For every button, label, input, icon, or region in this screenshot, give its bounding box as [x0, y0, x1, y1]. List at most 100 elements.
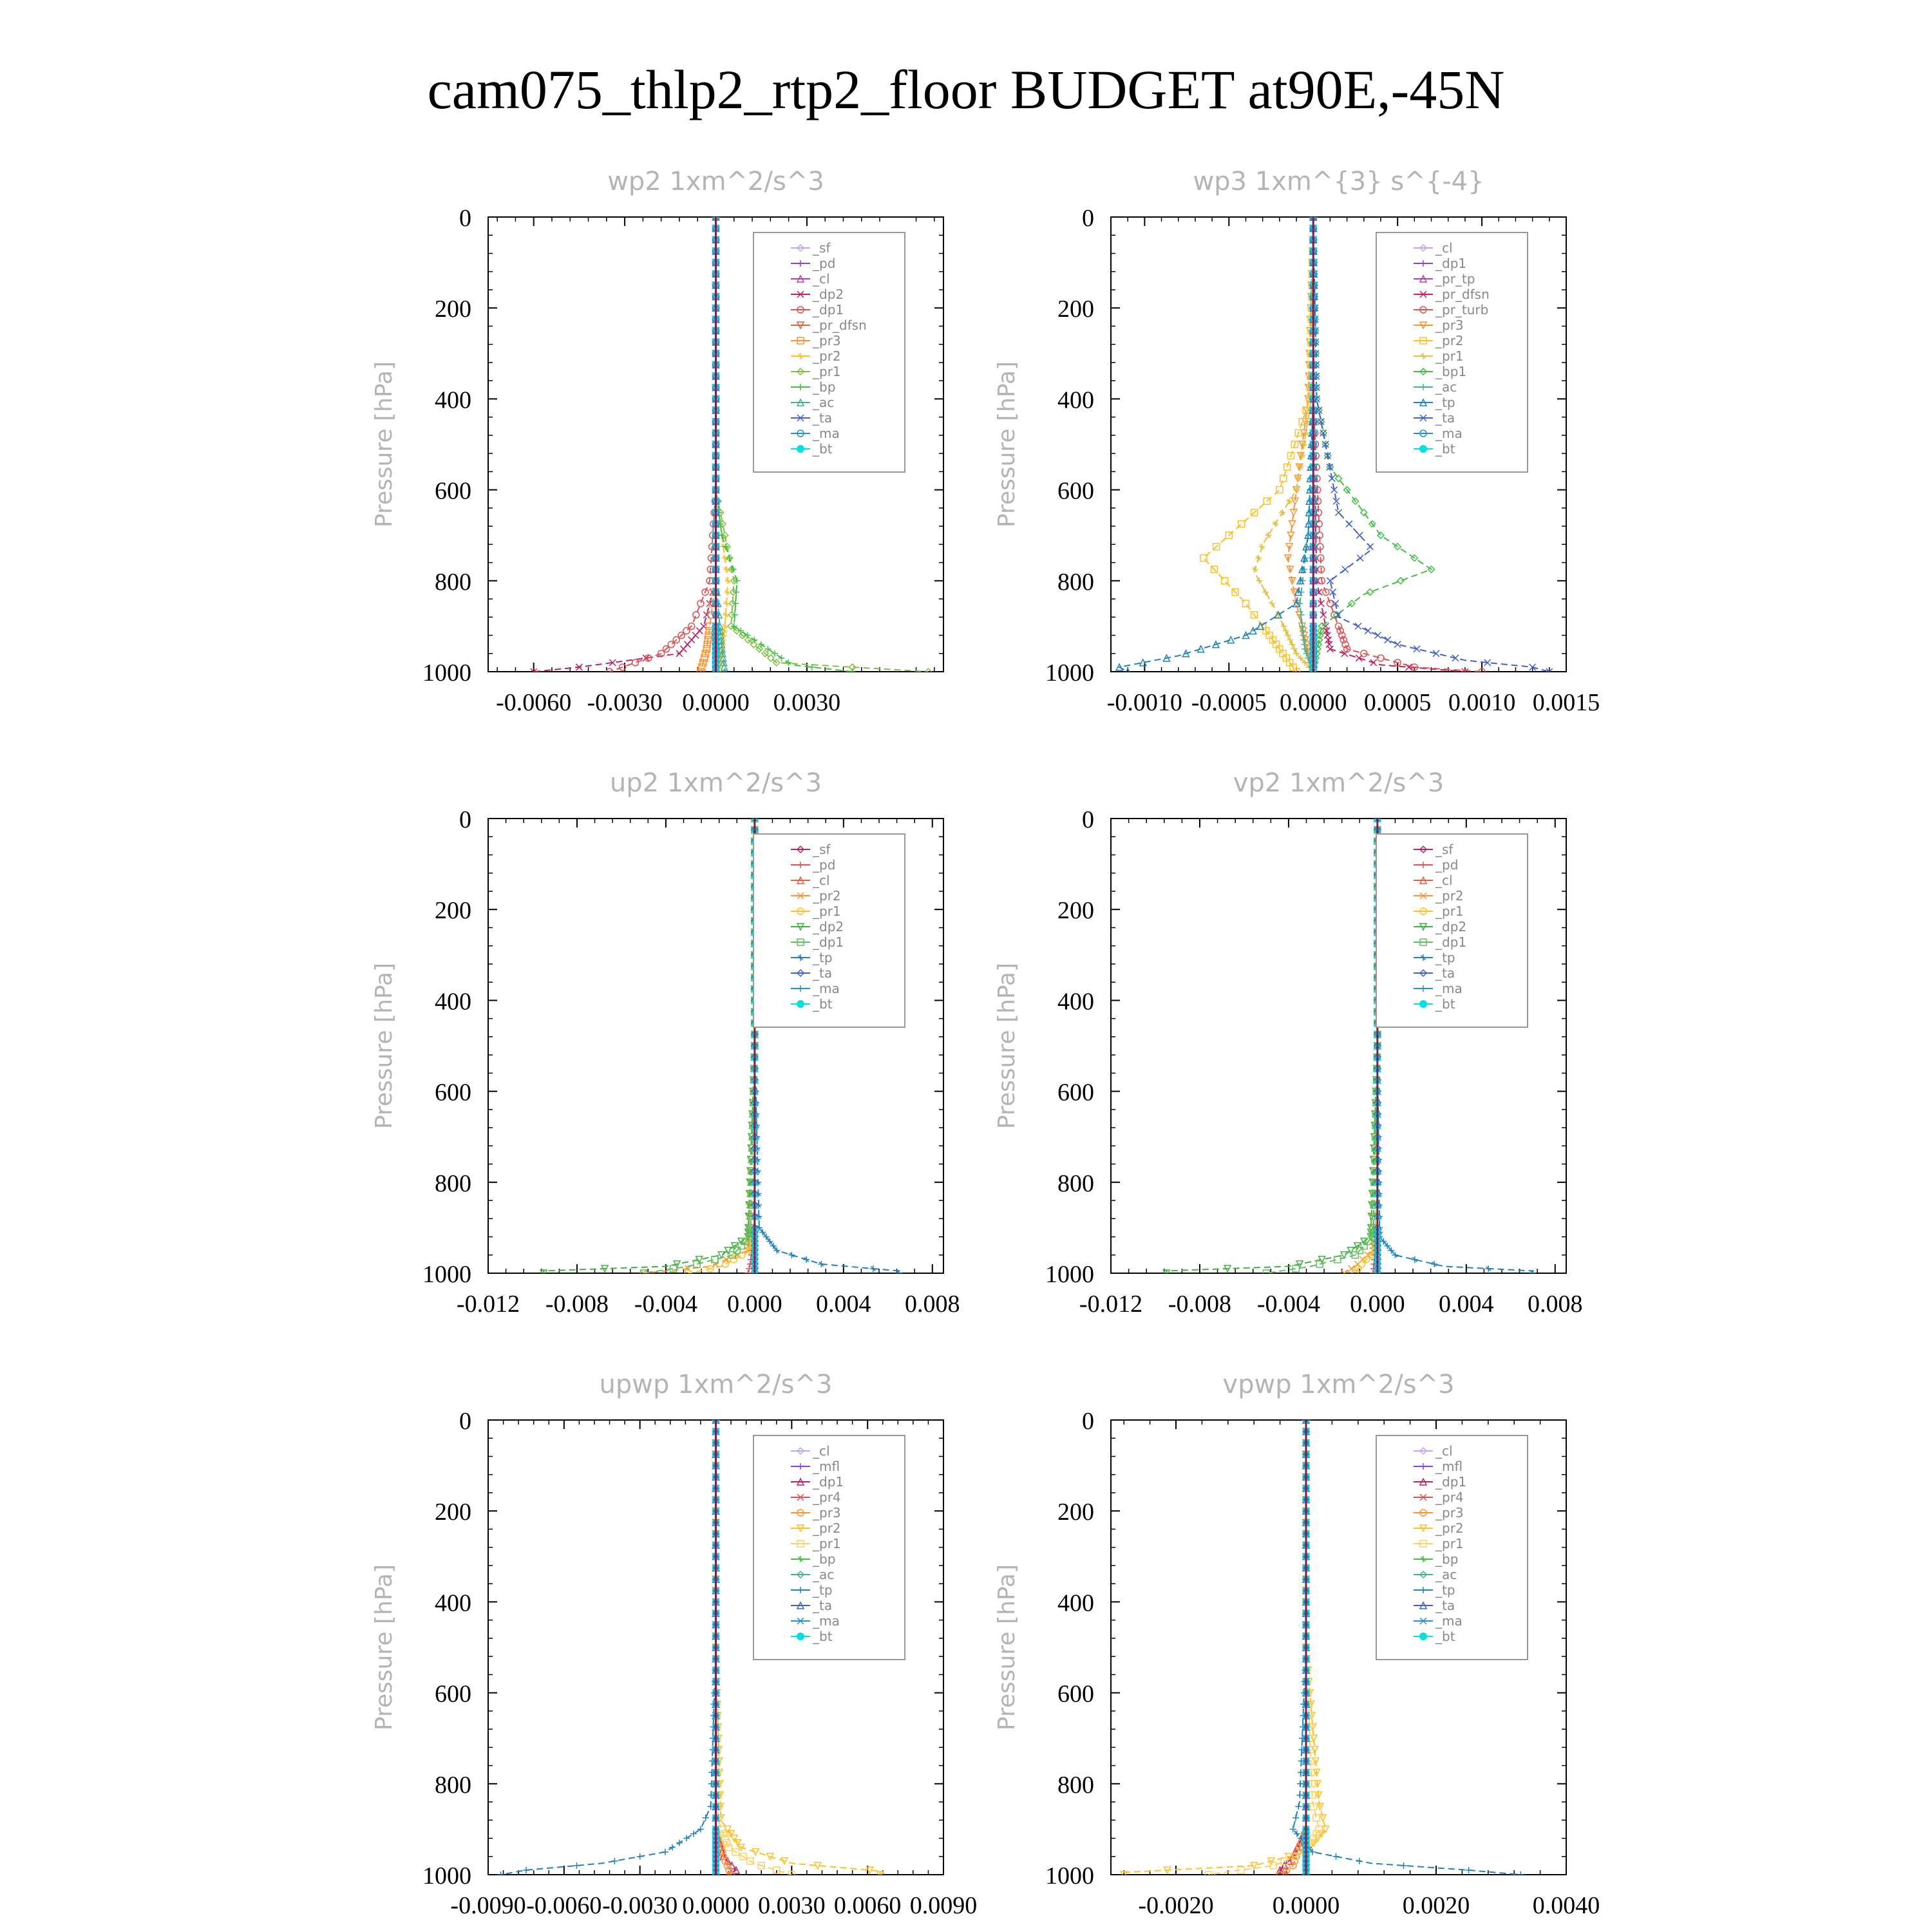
series-marker — [849, 668, 856, 672]
series-marker — [725, 1866, 733, 1874]
legend-entry: _pr1 — [791, 364, 841, 379]
series-marker — [759, 1229, 766, 1236]
series-marker — [695, 1256, 703, 1264]
legend-label: _dp2 — [812, 919, 844, 934]
series-marker — [1310, 1834, 1318, 1842]
series-marker — [717, 520, 724, 527]
legend-entry: _dp1 — [1414, 256, 1466, 271]
legend-label: _ac — [1435, 1567, 1457, 1582]
series-marker — [1336, 627, 1344, 635]
series-marker — [1237, 1866, 1245, 1874]
panel-title: wp3 1xm^{3} s^{-4} — [1193, 167, 1484, 196]
series-marker — [1163, 1866, 1171, 1875]
series-marker — [1332, 1853, 1340, 1860]
series-marker — [1289, 1826, 1296, 1833]
series-marker — [1212, 543, 1220, 551]
series-marker — [708, 1792, 715, 1799]
legend-entry: _pr4 — [791, 1490, 841, 1505]
legend-marker — [1419, 923, 1428, 931]
legend-label: _ac — [812, 395, 834, 410]
series-marker — [1351, 1269, 1359, 1273]
x-tick-label: -0.0090 — [450, 1892, 526, 1919]
series-line — [1312, 217, 1433, 672]
legend-entry: _sf — [791, 842, 831, 857]
series-marker — [1267, 1857, 1276, 1866]
series-marker — [1432, 650, 1440, 658]
series-marker — [1298, 611, 1305, 618]
series-marker — [1320, 429, 1327, 437]
legend-entry: _bt — [1414, 441, 1455, 457]
legend-entry: _pr1 — [1414, 1536, 1464, 1551]
legend-marker — [796, 876, 805, 884]
series-marker — [1250, 611, 1258, 619]
legend-marker — [1419, 876, 1428, 884]
legend-marker — [1419, 398, 1428, 406]
legend-box — [753, 833, 905, 1028]
series-marker — [1276, 1866, 1284, 1874]
legend-label: _dp1 — [1435, 256, 1466, 271]
series-marker — [728, 611, 736, 619]
series-marker — [1283, 463, 1291, 471]
legend-entry: _pr_turb — [1414, 302, 1488, 317]
legend-label: _mfl — [1435, 1459, 1463, 1474]
legend-label: _ma — [812, 981, 840, 996]
legend-marker — [1419, 243, 1428, 252]
legend-label: _bt — [812, 1629, 833, 1644]
legend-label: _dp2 — [812, 287, 844, 302]
series-marker — [719, 1830, 728, 1838]
legend-entry: _dp2 — [791, 919, 844, 934]
series-marker — [676, 1839, 683, 1846]
legend-label: _pd — [1435, 857, 1458, 873]
legend-label: _pr2 — [812, 348, 841, 364]
series-marker — [1326, 463, 1334, 471]
legend-marker — [1419, 845, 1428, 854]
panel-upwp: upwp 1xm^2/s^3 Pressure [hPa] 0 200 400 600 80… — [371, 1370, 977, 1919]
series-marker — [1284, 1853, 1293, 1861]
legend-entry: _pr2 — [791, 888, 841, 904]
series-marker — [697, 668, 705, 672]
series-marker — [1200, 554, 1208, 562]
series-marker — [540, 1269, 548, 1273]
legend-entry: _pr1 — [791, 1536, 841, 1551]
series-marker — [497, 1871, 504, 1875]
legend-entry: _cl — [791, 271, 830, 287]
legend-label: _pr1 — [812, 904, 841, 919]
series-marker — [1305, 508, 1313, 516]
legend-marker — [1419, 1540, 1427, 1548]
legend-marker — [796, 1446, 805, 1455]
legend-label: _dp1 — [812, 302, 844, 317]
series-marker — [726, 554, 733, 562]
series-marker — [1211, 639, 1220, 649]
series-marker — [1262, 1269, 1271, 1273]
series-marker — [1317, 600, 1325, 607]
legend-entry: _pr4 — [1414, 1490, 1464, 1505]
series-marker — [1322, 588, 1330, 596]
series-marker — [717, 1251, 726, 1260]
legend-entry: _ac — [791, 395, 834, 410]
x-tick-label: -0.0010 — [1107, 689, 1182, 716]
series-marker — [1370, 659, 1378, 667]
series-marker — [737, 1843, 745, 1852]
legend-entry: _dp1 — [791, 302, 844, 317]
series-marker — [721, 623, 728, 630]
series-marker — [766, 654, 775, 662]
series-marker — [1292, 1265, 1300, 1273]
series-marker — [726, 1830, 735, 1839]
legend-label: _ta — [812, 1598, 832, 1613]
legend-entry: _pr2 — [1414, 1520, 1464, 1536]
x-tick-label: 0.0030 — [773, 689, 841, 716]
series-marker — [657, 650, 665, 658]
series-marker — [1340, 636, 1348, 644]
legend-label: _pr_turb — [1435, 302, 1488, 317]
series-marker — [1353, 1242, 1362, 1251]
series-marker — [1291, 645, 1298, 652]
series-marker — [703, 611, 710, 619]
x-tick-label: 0.008 — [905, 1291, 960, 1318]
legend-label: _ta — [1435, 1598, 1455, 1613]
legend-marker — [797, 892, 804, 900]
x-tick-label: -0.004 — [634, 1291, 697, 1318]
legend-entry: _pd — [1414, 857, 1458, 873]
plot-area — [530, 217, 933, 672]
legend-marker — [1420, 260, 1426, 267]
series-marker — [1309, 1734, 1318, 1743]
